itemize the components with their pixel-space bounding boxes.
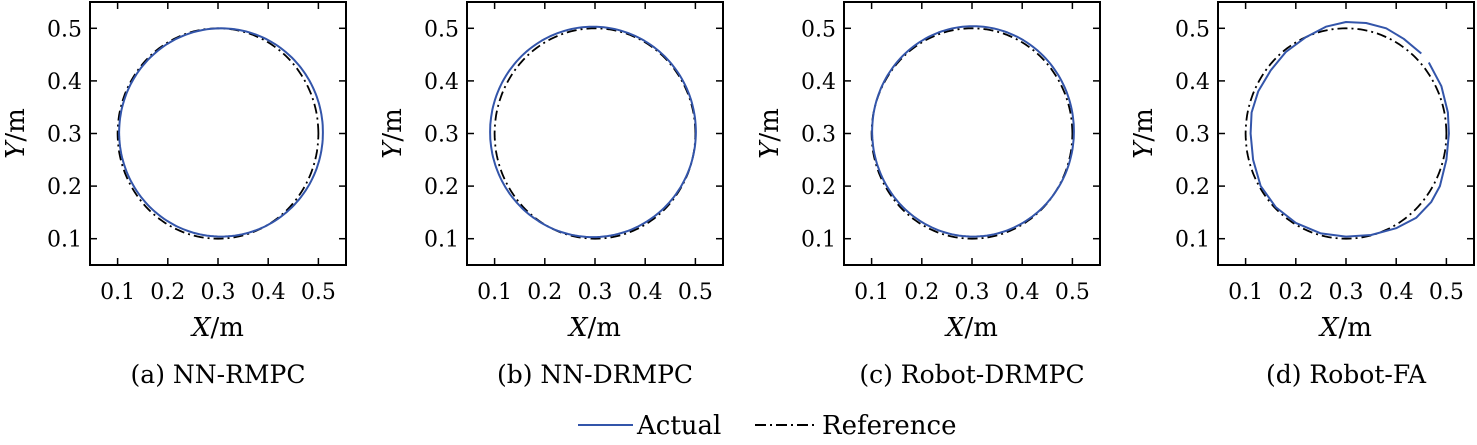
- subplot-3: 0.1 0.2 0.3 0.4 0.50.10.20.30.40.5X/mY/m(c) …: [755, 1, 1101, 389]
- y-axis-label-unit: /m: [378, 108, 408, 141]
- y-axis-label: Y/m: [1129, 108, 1159, 159]
- subplots: 0.1 0.2 0.3 0.4 0.50.10.20.30.40.5X/mY/m(a) …: [1, 1, 1475, 389]
- legend-reference-label: Reference: [822, 411, 956, 441]
- x-axis-label: X/m: [567, 313, 621, 343]
- plot-frame: [843, 1, 1101, 266]
- x-tick-label: 0.3: [201, 280, 236, 305]
- y-axis-label-var: Y: [1, 139, 31, 159]
- y-tick-label: 0.4: [801, 70, 836, 95]
- x-axis-label-unit: /m: [588, 313, 621, 343]
- x-tick-label: 0.2: [904, 280, 939, 305]
- y-tick-label: 0.1: [424, 228, 459, 253]
- y-tick-label: 0.3: [1175, 123, 1210, 148]
- plot-frame: [466, 1, 724, 266]
- subplot-caption: (d) Robot-FA: [1266, 360, 1427, 389]
- x-tick-label: 0.3: [955, 280, 990, 305]
- y-axis-label: Y/m: [755, 108, 785, 159]
- subplot-caption: (b) NN-DRMPC: [497, 360, 693, 389]
- x-tick-label: 0.5: [678, 280, 713, 305]
- y-tick-label: 0.1: [47, 228, 82, 253]
- x-tick-label: 0.3: [1329, 280, 1364, 305]
- x-axis-label-var: X: [567, 313, 589, 343]
- subplot-caption: (c) Robot-DRMPC: [859, 360, 1084, 389]
- x-axis-label: X/m: [190, 313, 244, 343]
- x-axis-label-var: X: [1318, 313, 1340, 343]
- plot-frame: [89, 1, 347, 266]
- reference-trajectory: [116, 27, 320, 240]
- y-axis-label: Y/m: [1, 108, 31, 159]
- subplot-2: 0.1 0.2 0.3 0.4 0.50.10.20.30.40.5X/mY/m(b) …: [378, 1, 724, 389]
- x-tick-label: 0.2: [150, 280, 185, 305]
- legend: Actual Reference: [578, 411, 956, 441]
- actual-trajectory: [489, 25, 697, 239]
- y-tick-label: 0.2: [801, 175, 836, 200]
- y-tick-label: 0.1: [801, 228, 836, 253]
- y-axis-label: Y/m: [378, 108, 408, 159]
- x-axis-label: X/m: [944, 313, 998, 343]
- y-tick-label: 0.5: [424, 17, 459, 42]
- x-tick-label: 0.3: [578, 280, 613, 305]
- actual-trajectory: [1249, 21, 1450, 238]
- x-tick-label: 0.1: [1228, 280, 1263, 305]
- legend-actual-label: Actual: [636, 411, 721, 441]
- subplot-4: 0.1 0.2 0.3 0.4 0.50.10.20.30.40.5X/mY/m(d) …: [1129, 1, 1475, 389]
- y-axis-label-unit: /m: [1, 108, 31, 141]
- x-tick-label: 0.1: [477, 280, 512, 305]
- subplot-caption: (a) NN-RMPC: [131, 360, 306, 389]
- x-tick-label: 0.5: [301, 280, 336, 305]
- x-tick-label: 0.4: [1005, 280, 1040, 305]
- y-tick-label: 0.4: [424, 70, 459, 95]
- actual-trajectory: [871, 25, 1075, 238]
- y-tick-label: 0.3: [424, 123, 459, 148]
- plot-frame: [1217, 1, 1475, 266]
- x-tick-label: 0.1: [100, 280, 135, 305]
- x-tick-label: 0.2: [527, 280, 562, 305]
- y-axis-label-var: Y: [1129, 139, 1159, 159]
- y-axis-label-var: Y: [378, 139, 408, 159]
- x-tick-label: 0.1: [854, 280, 889, 305]
- y-tick-label: 0.5: [1175, 17, 1210, 42]
- x-tick-label: 0.4: [1379, 280, 1414, 305]
- y-tick-label: 0.1: [1175, 228, 1210, 253]
- y-tick-label: 0.2: [424, 175, 459, 200]
- actual-trajectory: [118, 27, 324, 238]
- x-tick-label: 0.4: [251, 280, 286, 305]
- x-axis-label-unit: /m: [1339, 313, 1372, 343]
- x-tick-label: 0.4: [628, 280, 663, 305]
- reference-trajectory: [1244, 27, 1448, 240]
- y-tick-label: 0.5: [47, 17, 82, 42]
- y-axis-label-unit: /m: [1129, 108, 1159, 141]
- subplot-1: 0.1 0.2 0.3 0.4 0.50.10.20.30.40.5X/mY/m(a) …: [1, 1, 347, 389]
- x-tick-label: 0.2: [1278, 280, 1313, 305]
- y-tick-label: 0.2: [1175, 175, 1210, 200]
- y-axis-label-var: Y: [755, 139, 785, 159]
- y-tick-label: 0.4: [1175, 70, 1210, 95]
- y-tick-label: 0.5: [801, 17, 836, 42]
- x-axis-label-unit: /m: [965, 313, 998, 343]
- x-tick-label: 0.5: [1055, 280, 1090, 305]
- y-tick-label: 0.4: [47, 70, 82, 95]
- y-tick-label: 0.2: [47, 175, 82, 200]
- x-axis-label: X/m: [1318, 313, 1372, 343]
- x-axis-label-var: X: [944, 313, 966, 343]
- x-tick-label: 0.5: [1429, 280, 1464, 305]
- y-axis-label-unit: /m: [755, 108, 785, 141]
- x-axis-label-unit: /m: [211, 313, 244, 343]
- x-axis-label-var: X: [190, 313, 212, 343]
- y-tick-label: 0.3: [801, 123, 836, 148]
- y-tick-label: 0.3: [47, 123, 82, 148]
